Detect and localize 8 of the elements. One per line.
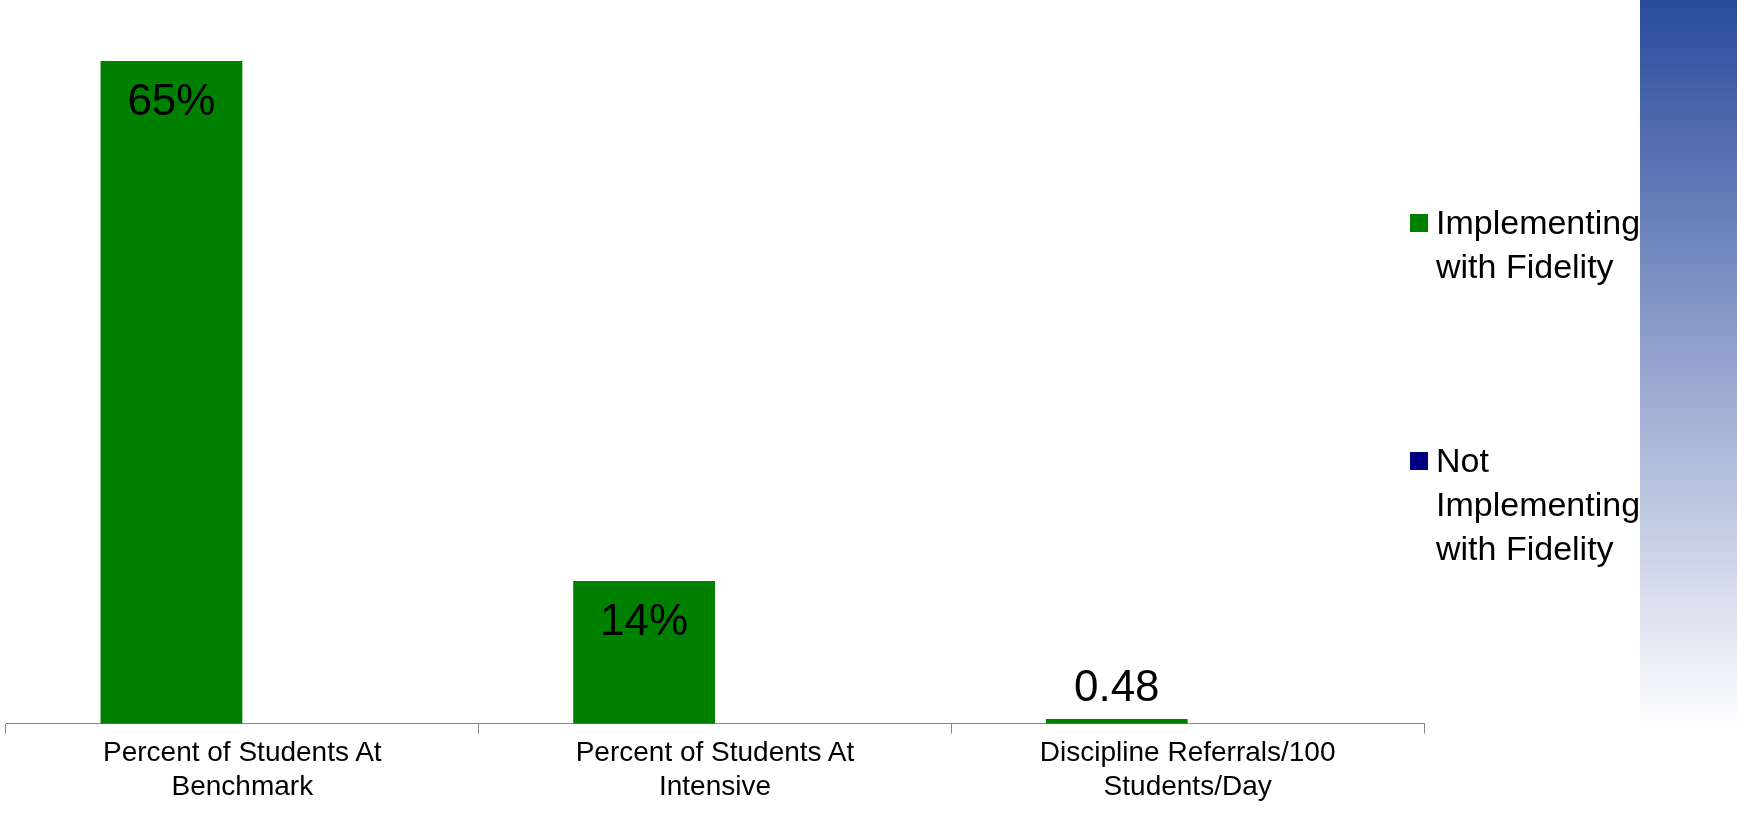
data-label: 0.48: [1073, 661, 1160, 711]
x-tick-label: Percent of Students At Intensive: [575, 736, 855, 801]
legend-label: Implementing with Fidelity: [1436, 202, 1641, 287]
x-tick-label: Discipline Referrals/100 Students/Day: [1039, 736, 1336, 801]
data-label: 14%: [600, 595, 689, 645]
legend-label: Not Implementing with Fidelity: [1436, 440, 1641, 569]
data-label: 65%: [127, 75, 216, 125]
x-tick-label: Percent of Students At Benchmark: [103, 736, 382, 801]
